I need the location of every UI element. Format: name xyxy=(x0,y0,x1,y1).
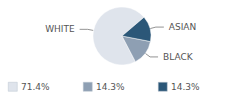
svg-text:71.4%: 71.4% xyxy=(21,82,50,92)
svg-text:ASIAN: ASIAN xyxy=(169,22,196,32)
svg-text:14.3%: 14.3% xyxy=(96,82,125,92)
svg-text:WHITE: WHITE xyxy=(45,24,75,34)
svg-text:14.3%: 14.3% xyxy=(171,82,200,92)
svg-text:BLACK: BLACK xyxy=(163,52,194,62)
